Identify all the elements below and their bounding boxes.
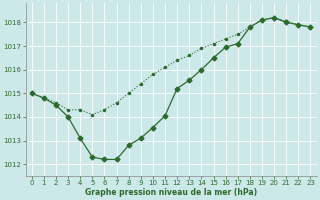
X-axis label: Graphe pression niveau de la mer (hPa): Graphe pression niveau de la mer (hPa) bbox=[85, 188, 257, 197]
